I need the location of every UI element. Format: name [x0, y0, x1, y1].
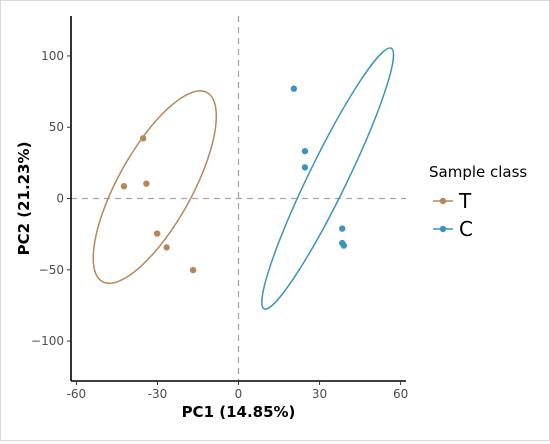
data-point-c: [290, 85, 298, 92]
data-point-t: [120, 183, 128, 190]
x-tick-label: 60: [393, 387, 408, 401]
data-point-c: [340, 242, 348, 249]
x-tick-label: -60: [67, 387, 87, 401]
y-tick-label: 50: [49, 120, 64, 134]
confidence-ellipse-t: [92, 90, 218, 284]
y-tick-label: −100: [31, 334, 64, 348]
data-point-t: [143, 180, 150, 187]
data-point-t: [189, 266, 197, 274]
y-axis-title: PC2 (21.23%): [15, 142, 33, 256]
legend: Sample class TC: [429, 163, 527, 241]
legend-key-point-c: [439, 225, 447, 233]
x-tick-label: -30: [148, 387, 168, 401]
data-point-c: [301, 164, 309, 171]
data-point-c: [339, 225, 346, 232]
legend-key-point-t: [439, 197, 447, 205]
x-tick-label: 0: [235, 387, 243, 401]
data-point-c: [301, 147, 309, 155]
y-tick-label: 100: [41, 49, 64, 63]
legend-label-c: C: [459, 217, 473, 241]
y-tick-label: 0: [56, 192, 64, 206]
data-point-t: [163, 244, 170, 251]
data-point-t: [139, 135, 147, 142]
legend-label-t: T: [458, 189, 472, 213]
data-point-t: [153, 230, 161, 237]
x-axis-title: PC1 (14.85%): [182, 403, 296, 421]
confidence-ellipse-c: [261, 47, 395, 310]
y-tick-label: −50: [39, 263, 64, 277]
x-tick-label: 30: [312, 387, 327, 401]
legend-title: Sample class: [429, 163, 527, 181]
